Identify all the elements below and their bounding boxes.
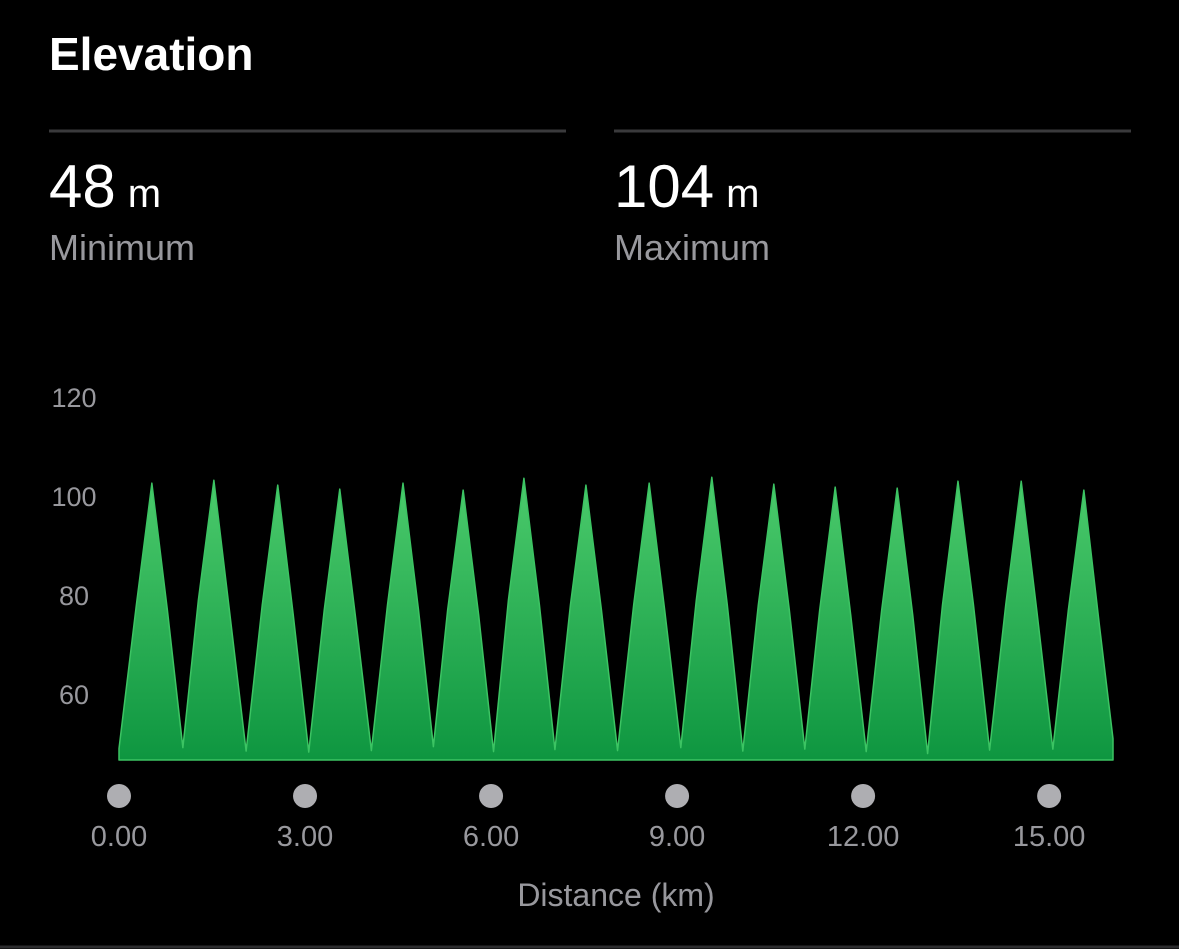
stat-value: 104 m <box>614 153 759 220</box>
stat-number: 48 <box>49 153 116 220</box>
x-tick-label: 3.00 <box>277 821 333 853</box>
stat-unit: m <box>128 172 161 216</box>
stat-label: Maximum <box>614 227 770 268</box>
x-tick-dot <box>1037 784 1062 808</box>
x-tick-label: 0.00 <box>91 821 147 853</box>
stat-label: Minimum <box>49 227 195 268</box>
x-tick-dot <box>479 784 504 808</box>
x-axis-title: Distance (km) <box>517 877 714 913</box>
x-tick-dot <box>107 784 131 808</box>
elevation-area <box>118 476 1114 761</box>
card-title: Elevation <box>49 28 254 80</box>
x-tick-dot <box>665 784 690 808</box>
x-tick-label: 12.00 <box>827 821 900 853</box>
y-tick-label: 100 <box>51 482 96 512</box>
y-tick-label: 60 <box>59 680 89 710</box>
stat-number: 104 <box>614 153 714 220</box>
x-tick-label: 6.00 <box>463 821 519 853</box>
x-tick-dot <box>851 784 876 808</box>
stat-value: 48 m <box>49 153 161 220</box>
x-tick-label: 9.00 <box>649 821 705 853</box>
y-tick-label: 120 <box>51 383 96 413</box>
x-tick-label: 15.00 <box>1013 821 1086 853</box>
y-tick-label: 80 <box>59 581 89 611</box>
x-tick-dot <box>293 784 318 808</box>
stat-unit: m <box>726 172 759 216</box>
